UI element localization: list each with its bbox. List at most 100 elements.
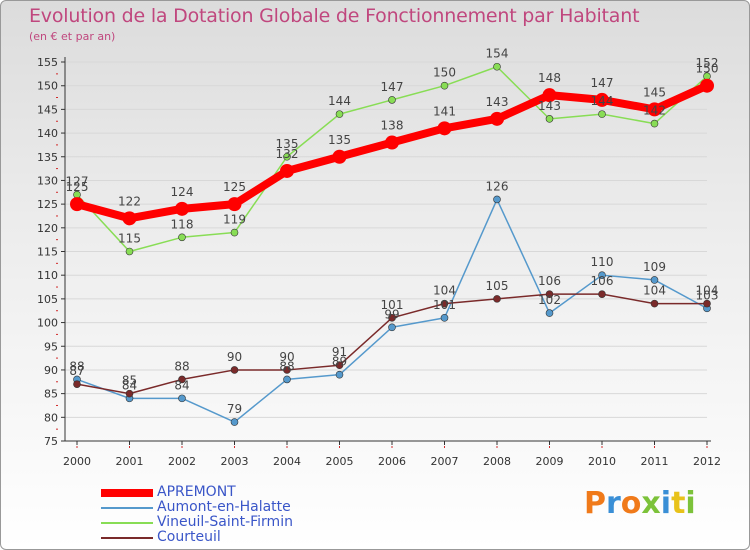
legend-item: Vineuil-Saint-Firmin [101,514,361,530]
data-point [125,247,134,256]
data-point [545,115,554,123]
data-point [545,290,554,298]
data-label: 101 [381,298,404,312]
brand-letter: t [671,486,686,521]
data-label: 85 [122,374,137,388]
data-point [493,195,501,204]
data-point [545,309,554,317]
data-point [283,366,291,374]
y-tick-label: 145 [37,103,58,116]
y-tick-label: 110 [37,269,58,282]
data-label: 110 [591,255,614,269]
data-label: 106 [591,274,614,288]
data-label: 144 [591,94,614,108]
data-point [280,163,294,178]
x-tick-label: 2004 [273,455,301,468]
y-tick-label: 150 [37,80,58,93]
y-tick-label: 80 [44,411,58,424]
data-label: 135 [328,133,351,147]
y-tick-label: 85 [44,388,58,401]
data-label: 148 [538,71,561,85]
data-point [73,380,81,388]
data-label: 135 [276,137,299,151]
data-label: 147 [591,76,614,90]
y-tick-label: 120 [37,222,58,235]
data-label: 104 [643,284,666,298]
data-label: 106 [538,274,561,288]
data-label: 154 [486,47,509,61]
x-tick-label: 2012 [693,455,721,468]
data-point [178,394,186,403]
data-label: 145 [643,85,666,99]
legend-swatch [101,537,153,539]
data-point [122,211,137,226]
data-point [385,135,399,150]
legend-swatch [101,507,153,509]
brand-letter: i [660,486,672,521]
data-label: 150 [696,62,719,76]
data-label: 109 [643,260,666,274]
data-point [700,78,714,93]
data-label: 127 [66,175,89,189]
data-point [283,375,291,384]
y-tick-label: 155 [37,56,58,69]
legend-label: Courteuil [157,529,221,545]
data-point [227,197,242,212]
data-label: 105 [486,279,509,293]
legend-swatch [101,489,153,497]
data-label: 152 [696,56,719,70]
data-point [230,366,239,374]
data-label: 101 [433,298,456,312]
x-tick-label: 2006 [378,455,406,468]
data-label: 119 [223,213,246,227]
data-point [440,81,449,90]
data-label: 88 [69,359,84,373]
data-label: 142 [643,104,666,118]
data-label: 89 [332,355,347,369]
data-point [598,110,606,118]
data-point [178,375,186,384]
data-point [493,62,501,71]
y-tick-label: 125 [37,198,58,211]
brand-logo: Proxiti [584,486,696,521]
data-point [335,110,344,118]
data-label: 104 [433,284,456,298]
brand-letter: x [641,486,661,521]
data-label: 126 [486,179,509,193]
data-point [493,295,501,303]
data-label: 124 [171,185,194,199]
y-tick-label: 100 [37,317,58,330]
y-tick-label: 130 [37,174,58,187]
data-point [595,92,609,107]
brand-letter: i [685,486,696,521]
data-label: 84 [174,378,189,392]
data-label: 147 [381,80,404,94]
data-label: 144 [328,94,351,108]
data-label: 90 [279,350,294,364]
chart-title: Evolution de la Dotation Globale de Fonc… [29,5,640,27]
legend: APREMONT Aumont-en-Halatte Vineuil-Saint-F… [101,484,361,545]
data-label: 125 [223,180,246,194]
y-tick-label: 95 [44,340,58,353]
data-label: 125 [66,180,89,194]
legend-item: Courteuil [101,529,361,545]
y-tick-label: 115 [37,246,58,259]
data-label: 88 [174,359,189,373]
x-tick-label: 2009 [536,455,564,468]
data-point [598,290,606,298]
legend-item: APREMONT [101,484,361,500]
legend-swatch [101,522,153,524]
data-label: 118 [171,217,194,231]
data-point [542,88,557,103]
data-point [178,233,186,242]
brand-letter: r [606,486,621,521]
data-point [230,418,239,426]
data-point [332,149,347,164]
legend-label: APREMONT [157,484,236,500]
legend-item: Aumont-en-Halatte [101,499,361,515]
data-point [125,389,134,398]
data-label: 102 [538,293,561,307]
y-tick-label: 140 [37,127,58,140]
x-tick-label: 2000 [63,455,91,468]
